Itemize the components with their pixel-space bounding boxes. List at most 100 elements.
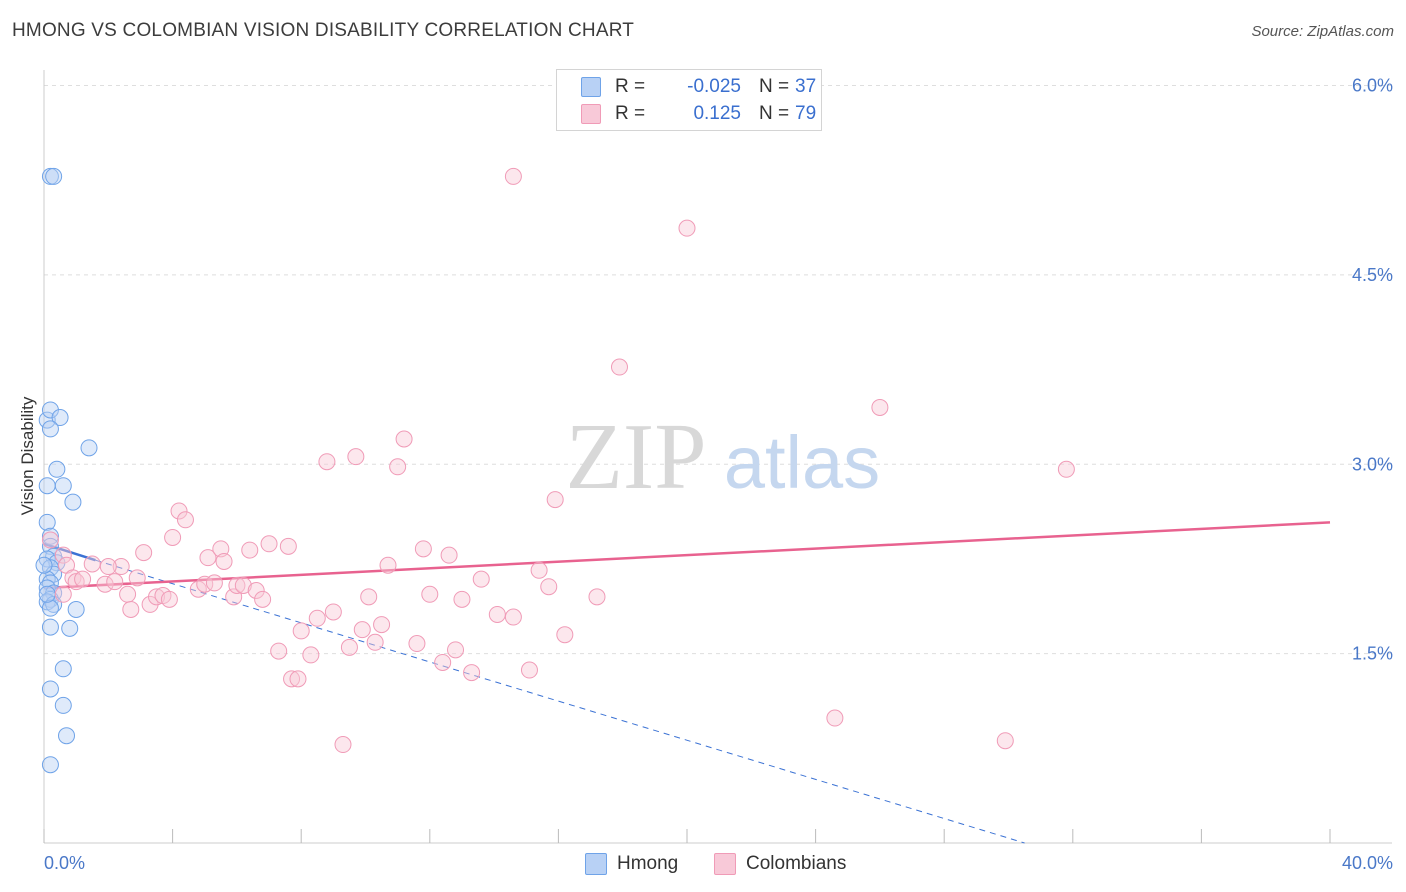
colombians-point — [540, 578, 558, 596]
hmong-legend-label: Hmong — [617, 853, 679, 874]
hmong-point — [38, 411, 56, 429]
colombians-point — [453, 590, 471, 608]
legend-r-value: -0.025 — [687, 76, 741, 97]
hmong-point — [38, 513, 56, 531]
colombians-point — [247, 582, 265, 599]
colombians-point — [334, 736, 352, 754]
colombians-point — [54, 546, 72, 564]
colombians-point — [826, 709, 844, 727]
colombians-point — [135, 544, 153, 562]
x-tick-label: 0.0% — [44, 853, 85, 873]
hmong-point — [41, 680, 59, 698]
colombians-point — [871, 398, 889, 416]
colombians-point — [289, 670, 307, 688]
colombians-point — [366, 633, 384, 651]
colombians-point — [119, 585, 137, 603]
axes — [43, 70, 1392, 844]
colombians-trend-line — [43, 521, 1331, 590]
y-tick-label: 3.0% — [1352, 454, 1393, 474]
colombians-point — [96, 575, 114, 593]
colombians-point — [176, 511, 194, 529]
hmong-point — [45, 167, 63, 185]
colombians-point — [170, 502, 188, 520]
colombians-point — [504, 167, 522, 185]
hmong-point — [58, 727, 76, 745]
hmong-legend-swatch — [585, 853, 607, 875]
hmong-point — [61, 619, 79, 637]
stats-legend: R = -0.025 N = 37 R = 0.125 N = 79 — [556, 69, 822, 131]
hmong-point — [41, 420, 59, 438]
colombians-point — [148, 588, 166, 606]
colombians-point — [83, 555, 101, 573]
colombians-point — [318, 453, 336, 471]
hmong-point — [38, 477, 56, 495]
hmong-point — [54, 477, 72, 495]
colombians-point — [205, 574, 223, 592]
watermark-atlas: atlas — [724, 421, 880, 504]
colombians-point — [225, 588, 243, 606]
hmong-point — [41, 537, 59, 555]
hmong-point — [54, 696, 72, 714]
colombians-point — [302, 646, 320, 664]
colombians-point — [440, 546, 458, 564]
colombians-point — [122, 600, 140, 618]
y-tick-label: 6.0% — [1352, 76, 1393, 96]
colombians-point — [347, 448, 365, 466]
hmong-point — [41, 599, 59, 617]
colombians-point — [488, 605, 506, 623]
colombians-point — [324, 603, 342, 621]
colombians-point — [556, 626, 574, 644]
colombians-point — [610, 358, 628, 376]
colombians-point — [292, 622, 310, 640]
colombians-point — [520, 661, 538, 679]
colombians-point — [588, 588, 606, 606]
hmong-swatch — [581, 77, 601, 97]
colombians-point — [160, 590, 178, 608]
chart-title: HMONG VS COLOMBIAN VISION DISABILITY COR… — [12, 20, 635, 41]
colombians-point — [379, 556, 397, 574]
colombians-point — [54, 585, 72, 603]
colombians-point — [360, 588, 378, 606]
colombians-point — [340, 638, 358, 656]
colombians-point — [41, 531, 59, 549]
hmong-point — [54, 660, 72, 678]
legend-r-value: 0.125 — [693, 103, 741, 124]
colombians-point — [128, 569, 146, 587]
hmong-points — [35, 167, 98, 774]
colombians-points — [41, 167, 1075, 754]
colombians-point — [99, 558, 117, 576]
chart-source: Source: ZipAtlas.com — [1251, 23, 1394, 40]
x-tick-label: 40.0% — [1342, 853, 1393, 873]
colombians-point — [279, 537, 297, 555]
colombians-point — [463, 664, 481, 682]
legend-r-label: R = — [615, 76, 646, 97]
colombians-point — [254, 590, 272, 608]
colombians-point — [283, 670, 301, 688]
colombians-legend-label: Colombians — [746, 853, 847, 874]
hmong-point — [64, 493, 82, 511]
legend-n-label: N = — [759, 103, 790, 124]
colombians-point — [74, 570, 92, 588]
hmong-point — [67, 600, 85, 618]
data-points — [35, 167, 1075, 774]
colombians-point — [241, 541, 259, 559]
colombians-legend-swatch — [714, 853, 736, 875]
colombians-point — [234, 576, 252, 594]
y-tick-label: 1.5% — [1352, 644, 1393, 664]
colombians-point — [395, 430, 413, 448]
hmong-point — [48, 460, 66, 478]
colombians-point — [353, 621, 371, 639]
hmong-point — [41, 590, 59, 608]
gridlines — [44, 85, 1392, 655]
colombians-point — [389, 458, 407, 476]
colombians-point — [215, 552, 233, 570]
colombians-point — [260, 535, 278, 553]
hmong-point — [41, 756, 59, 774]
hmong-point — [41, 618, 59, 636]
colombians-point — [408, 635, 426, 653]
hmong-point — [41, 527, 59, 545]
tick-labels: 1.5% 3.0% 4.5% 6.0% 0.0% 40.0% — [44, 76, 1393, 874]
colombians-point — [434, 653, 452, 671]
